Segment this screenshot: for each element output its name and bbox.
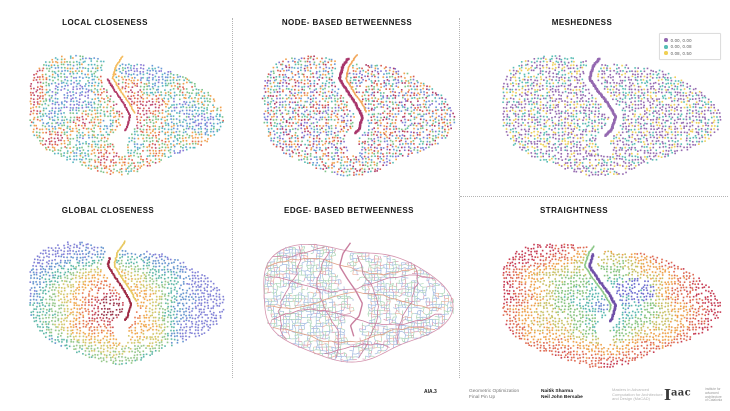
- panel-title-edge-betweenness: EDGE- BASED BETWEENNESS: [284, 206, 414, 215]
- iaac-logo: Iaac: [664, 385, 691, 404]
- edge-betweenness-map: [242, 224, 459, 380]
- iaac-caption: institute for advanced architecture of C…: [705, 387, 723, 403]
- iaac-caption-line-1: institute for: [705, 387, 721, 391]
- panel-title-node-betweenness: NODE- BASED BETWEENNESS: [281, 18, 413, 27]
- horizontal-divider-right-column: [460, 196, 728, 197]
- iaac-logo-text: I: [664, 386, 672, 404]
- iaac-caption-line-4: of Catalonia: [705, 398, 723, 403]
- project-label: Geometric Optimization Final Pin Up: [469, 389, 519, 401]
- straightness-map: [478, 222, 726, 386]
- legend-label: 0.00, 0.08: [670, 44, 692, 50]
- legend-swatch-teal: [664, 44, 668, 49]
- meshedness-map: [478, 36, 726, 194]
- legend-label: 0.08, 0.50: [670, 50, 692, 56]
- legend-label: 0.00, 0.00: [670, 37, 692, 43]
- vertical-divider-right: [459, 18, 460, 378]
- course-code: AIA.3: [424, 389, 437, 395]
- iaac-caption-line-3: architecture: [705, 394, 722, 399]
- legend-row: 0.08, 0.50: [664, 50, 717, 57]
- panel-title-meshedness: MESHEDNESS: [551, 18, 613, 27]
- iaac-logo-text: aac: [671, 387, 691, 399]
- legend-row: 0.00, 0.00: [664, 37, 717, 44]
- author-names: Naitik Sharma Neil John Bersabe: [541, 389, 583, 401]
- legend-row: 0.00, 0.08: [664, 44, 717, 51]
- node-betweenness-map: [242, 36, 459, 194]
- program-line-1: Masters in Advanced: [612, 387, 650, 392]
- global-closeness-map: [8, 222, 230, 382]
- local-closeness-map: [8, 36, 228, 192]
- program-name: Masters in Advanced Computation for Arch…: [612, 387, 663, 402]
- panel-title-local-closeness: LOCAL CLOSENESS: [62, 18, 148, 27]
- program-line-3: and Design (MaCAD): [612, 396, 651, 402]
- project-line-1: Geometric Optimization: [469, 389, 520, 394]
- author-1: Naitik Sharma: [541, 389, 573, 394]
- author-2: Neil John Bersabe: [541, 395, 583, 401]
- project-line-2: Final Pin Up: [469, 395, 496, 401]
- program-line-2: Computation for Architecture: [612, 391, 663, 397]
- vertical-divider-left: [232, 18, 233, 378]
- iaac-caption-line-2: advanced: [705, 390, 719, 395]
- meshedness-legend: 0.00, 0.00 0.00, 0.08 0.08, 0.50: [659, 33, 721, 60]
- panel-title-global-closeness: GLOBAL CLOSENESS: [61, 206, 155, 215]
- legend-swatch-purple: [664, 38, 668, 43]
- panel-title-straightness: STRAIGHTNESS: [539, 206, 609, 215]
- legend-swatch-yellow: [664, 51, 668, 56]
